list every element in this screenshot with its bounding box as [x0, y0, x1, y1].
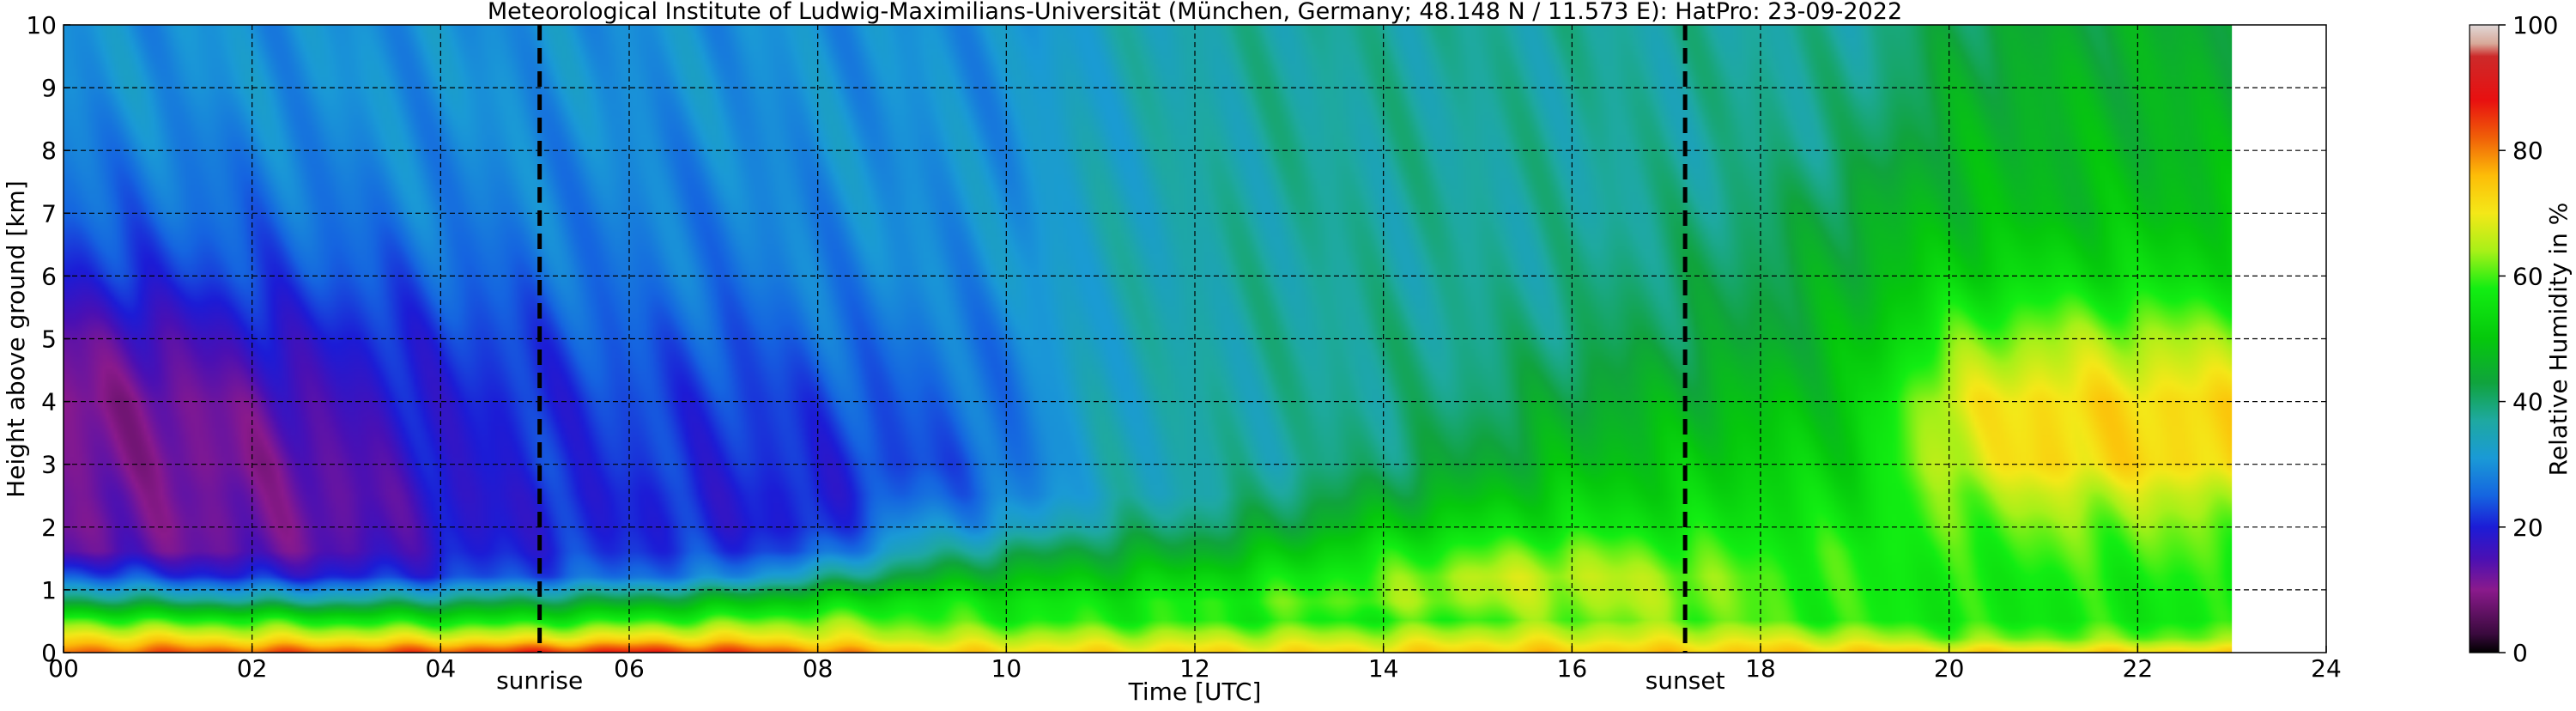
- y-tick-label: 3: [41, 451, 57, 479]
- x-tick-label: 02: [237, 654, 268, 683]
- x-axis-label: Time [UTC]: [1128, 678, 1262, 706]
- colorbar-tick-label: 20: [2512, 514, 2543, 542]
- x-tick-label: 00: [48, 654, 79, 683]
- sunrise-label: sunrise: [496, 666, 583, 695]
- x-tick-label: 16: [1557, 654, 1588, 683]
- colorbar: [2469, 24, 2500, 653]
- grid: [64, 25, 2326, 653]
- x-tick-label: 04: [426, 654, 457, 683]
- colorbar-ticks: 0 20 40 60 80 100: [2499, 11, 2558, 667]
- y-tick-label: 7: [41, 199, 57, 228]
- y-tick-label: 9: [41, 74, 57, 102]
- x-tick-label: 22: [2123, 654, 2154, 683]
- x-tick-label: 08: [803, 654, 833, 683]
- y-tick-label: 0: [41, 639, 57, 667]
- y-tick-label: 1: [41, 576, 57, 605]
- colorbar-tick-label: 60: [2512, 262, 2543, 290]
- colorbar-tick-label: 80: [2512, 137, 2543, 165]
- x-tick-label: 10: [991, 654, 1022, 683]
- chart-title: Meteorological Institute of Ludwig-Maxim…: [488, 0, 1902, 25]
- y-tick-label: 10: [26, 11, 57, 40]
- y-axis-ticks: 0 1 2 3 4 5 6 7 8 9 10: [26, 11, 70, 667]
- x-tick-label: 12: [1179, 654, 1210, 683]
- y-tick-label: 8: [41, 137, 57, 165]
- y-axis-label: Height above ground [km]: [2, 180, 30, 498]
- x-tick-label: 06: [614, 654, 645, 683]
- sun-event-labels: sunrise sunset: [496, 666, 1725, 695]
- colorbar-label: Relative Humidity in %: [2544, 203, 2573, 477]
- y-tick-label: 4: [41, 388, 57, 416]
- y-tick-label: 5: [41, 325, 57, 354]
- y-tick-label: 6: [41, 262, 57, 290]
- sunset-label: sunset: [1646, 666, 1725, 695]
- colorbar-tick-label: 40: [2512, 388, 2543, 416]
- colorbar-tick-label: 100: [2512, 11, 2558, 40]
- x-tick-label: 24: [2311, 654, 2342, 683]
- x-tick-label: 14: [1368, 654, 1399, 683]
- x-tick-label: 18: [1745, 654, 1776, 683]
- x-tick-label: 20: [1934, 654, 1965, 683]
- sun-event-lines: [537, 25, 1688, 653]
- colorbar-tick-label: 0: [2512, 639, 2528, 667]
- x-axis-ticks: 00 02 04 06 08 10 12 14 16 18 20 22 24: [48, 646, 2342, 683]
- y-tick-label: 2: [41, 514, 57, 542]
